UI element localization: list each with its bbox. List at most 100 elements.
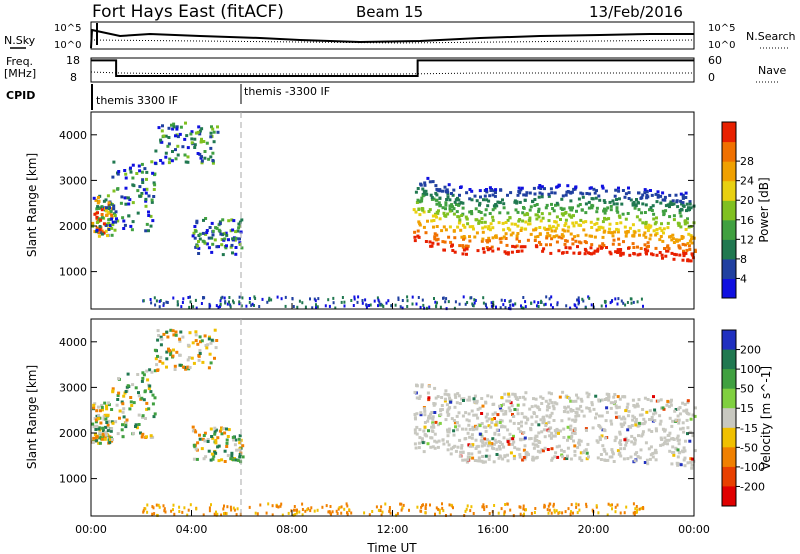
ground-scatter-cell: [520, 306, 523, 310]
range-time-cell: [214, 428, 218, 432]
range-time-cell: [550, 191, 554, 195]
range-time-cell: [437, 209, 440, 213]
range-time-cell: [192, 361, 196, 365]
range-time-cell: [554, 220, 558, 224]
range-time-cell: [626, 457, 630, 461]
range-time-cell: [566, 395, 570, 399]
ground-scatter-cell: [617, 297, 620, 301]
range-time-cell: [511, 231, 515, 235]
range-time-cell: [594, 394, 598, 398]
range-time-cell: [548, 212, 552, 216]
range-time-cell: [447, 393, 451, 397]
range-time-cell: [418, 428, 422, 432]
range-time-cell: [221, 253, 225, 257]
ground-scatter-cell: [402, 503, 405, 507]
range-time-cell: [478, 450, 482, 454]
range-time-cell: [510, 222, 514, 226]
range-time-cell: [233, 443, 237, 447]
range-time-cell: [515, 250, 519, 253]
range-time-cell: [490, 417, 494, 421]
range-time-cell: [478, 459, 482, 463]
range-time-cell: [558, 429, 562, 433]
range-time-cell: [493, 431, 497, 435]
range-time-cell: [97, 441, 101, 445]
range-time-cell: [481, 460, 485, 464]
ground-scatter-cell: [411, 295, 414, 299]
range-time-cell: [122, 219, 126, 223]
ground-scatter-cell: [348, 508, 351, 512]
range-time-cell: [194, 245, 198, 249]
range-time-cell: [164, 155, 168, 159]
range-time-cell: [117, 391, 121, 395]
range-time-cell: [513, 394, 517, 398]
range-time-cell: [544, 206, 548, 210]
range-time-cell: [677, 442, 681, 446]
ground-scatter-cell: [343, 507, 346, 511]
ground-scatter-cell: [636, 300, 639, 304]
range-time-cell: [533, 198, 537, 201]
range-time-cell: [466, 431, 470, 435]
range-time-cell: [538, 441, 541, 444]
range-time-cell: [533, 239, 537, 242]
range-time-cell: [106, 210, 110, 214]
range-time-cell: [414, 446, 418, 450]
range-time-cell: [553, 434, 557, 438]
range-time-cell: [188, 366, 192, 369]
range-time-cell: [523, 245, 527, 249]
ground-scatter-cell: [611, 507, 613, 511]
range-time-cell: [105, 421, 109, 424]
range-time-cell: [654, 192, 658, 196]
range-time-cell: [645, 193, 649, 197]
range-time-cell: [107, 403, 111, 407]
range-time-cell: [679, 225, 683, 229]
range-time-cell: [669, 437, 673, 441]
range-time-cell: [604, 436, 608, 440]
range-time-cell: [589, 246, 593, 250]
range-time-cell: [590, 197, 594, 201]
range-time-cell: [456, 392, 460, 396]
ground-scatter-cell: [609, 503, 612, 507]
freq-label-line1: Freq.: [6, 55, 33, 68]
range-time-cell: [202, 434, 206, 437]
range-time-cell: [210, 236, 214, 240]
range-time-cell: [608, 455, 612, 459]
range-time-cell: [149, 434, 153, 438]
range-time-cell: [614, 411, 618, 415]
range-time-cell: [172, 348, 175, 352]
range-time-cell: [465, 252, 468, 256]
range-time-cell: [104, 198, 108, 202]
range-time-cell: [116, 394, 120, 397]
range-time-cell: [520, 424, 523, 428]
range-time-cell: [140, 435, 144, 439]
ground-scatter-cell: [474, 299, 477, 302]
range-time-cell: [414, 210, 418, 214]
range-time-cell: [121, 216, 125, 220]
colorbar-swatch: [722, 200, 736, 221]
range-time-cell: [619, 422, 623, 426]
range-time-cell: [212, 140, 216, 144]
range-time-cell: [159, 335, 163, 339]
ground-scatter-cell: [633, 512, 636, 516]
range-time-cell: [480, 220, 484, 224]
range-time-cell: [567, 225, 571, 229]
range-time-cell: [572, 224, 576, 228]
range-time-cell: [666, 442, 669, 446]
colorbar-tick-label: 28: [740, 155, 754, 168]
ground-scatter-cell: [439, 305, 442, 309]
range-time-cell: [668, 193, 672, 197]
range-time-cell: [453, 421, 457, 425]
range-time-cell: [488, 194, 492, 198]
range-time-cell: [674, 253, 678, 257]
ground-scatter-cell: [271, 504, 274, 508]
ground-scatter-cell: [195, 306, 198, 310]
range-time-cell: [541, 449, 545, 453]
range-time-cell: [485, 448, 489, 452]
range-time-cell: [535, 415, 539, 419]
range-time-cell: [641, 202, 645, 206]
range-time-cell: [614, 400, 617, 404]
ground-scatter-cell: [376, 296, 379, 300]
ground-scatter-cell: [369, 303, 372, 307]
range-time-cell: [626, 438, 630, 442]
range-time-cell: [124, 202, 128, 206]
range-time-cell: [240, 218, 244, 222]
